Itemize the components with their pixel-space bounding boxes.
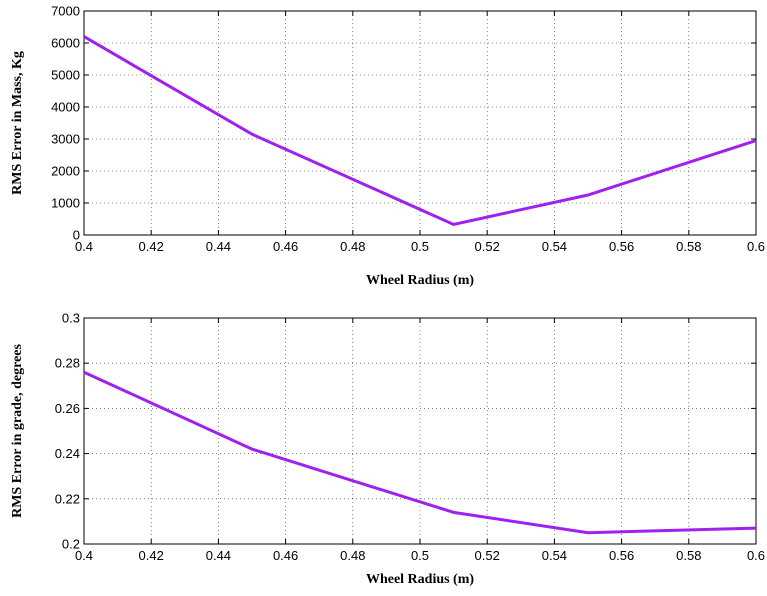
- x-tick-label: 0.54: [542, 239, 567, 254]
- x-tick-label: 0.56: [609, 239, 634, 254]
- subplot-grade: 0.4 0.42 0.44 0.46 0.48 0.5 0.52 0.54 0.56 0.58 0.…: [10, 311, 765, 588]
- y-tick-label: 1000: [51, 196, 80, 211]
- subplot-mass: 0.4 0.42 0.44 0.46 0.48 0.5 0.52 0.54 0.56 0.58 0.…: [10, 4, 765, 289]
- x-tick-label: 0.48: [340, 239, 365, 254]
- x-tick-label: 0.42: [139, 239, 164, 254]
- x-tick-label: 0.52: [475, 548, 500, 563]
- y-axis-label-mass: RMS Error in Mass, Kg: [10, 51, 25, 195]
- x-tick-label: 0.5: [411, 239, 429, 254]
- x-tick-label: 0.46: [273, 548, 298, 563]
- y-tick-label: 5000: [51, 68, 80, 83]
- y-tick-label: 0: [73, 228, 80, 243]
- y-tick-label: 3000: [51, 132, 80, 147]
- x-axis-label-mass: Wheel Radius (m): [366, 273, 474, 288]
- x-tick-label: 0.6: [747, 239, 765, 254]
- x-tick-label: 0.48: [340, 548, 365, 563]
- x-tick-label: 0.5: [411, 548, 429, 563]
- y-tick-label: 0.26: [55, 401, 80, 416]
- x-tick-label: 0.54: [542, 548, 567, 563]
- x-tick-label: 0.52: [475, 239, 500, 254]
- x-tick-label: 0.56: [609, 548, 634, 563]
- grid-grade: [84, 318, 756, 544]
- y-tick-label: 0.22: [55, 491, 80, 506]
- y-tick-label: 6000: [51, 36, 80, 51]
- grid-mass: [84, 11, 756, 235]
- x-tick-label: 0.58: [676, 548, 701, 563]
- series-line-mass: [83, 35, 757, 227]
- y-axis-label-grade: RMS Error in grade, degrees: [10, 344, 25, 518]
- x-tick-label: 0.44: [206, 548, 231, 563]
- x-tick-label: 0.6: [747, 548, 765, 563]
- x-tick-label: 0.58: [676, 239, 701, 254]
- y-tick-label: 4000: [51, 100, 80, 115]
- ticks-mass: 0.4 0.42 0.44 0.46 0.48 0.5 0.52 0.54 0.56 0.58 0.…: [51, 4, 765, 255]
- y-tick-label: 0.2: [62, 537, 80, 552]
- x-tick-label: 0.42: [139, 548, 164, 563]
- y-tick-label: 0.3: [62, 311, 80, 326]
- x-tick-label: 0.4: [75, 548, 93, 563]
- x-tick-label: 0.46: [273, 239, 298, 254]
- y-tick-label: 7000: [51, 4, 80, 19]
- series-line-grade: [83, 370, 757, 535]
- x-tick-label: 0.4: [75, 239, 93, 254]
- y-tick-label: 2000: [51, 164, 80, 179]
- x-axis-label-grade: Wheel Radius (m): [366, 572, 474, 587]
- y-tick-label: 0.28: [55, 356, 80, 371]
- x-tick-label: 0.44: [206, 239, 231, 254]
- y-tick-label: 0.24: [55, 446, 80, 461]
- ticks-grade: 0.4 0.42 0.44 0.46 0.48 0.5 0.52 0.54 0.56 0.58 0.…: [55, 311, 765, 564]
